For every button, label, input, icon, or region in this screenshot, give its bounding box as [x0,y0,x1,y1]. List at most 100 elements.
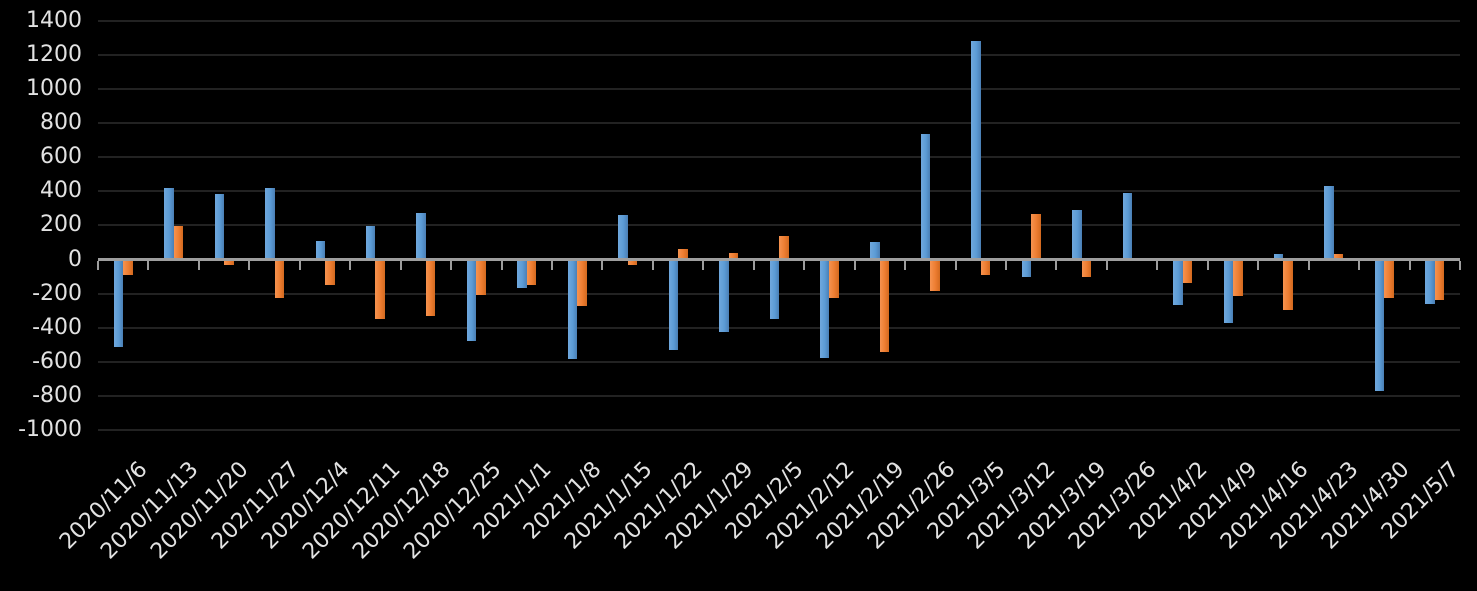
gridline [98,429,1460,432]
x-axis-tick [1257,261,1260,270]
x-axis-tick [752,261,755,270]
y-axis-tick-label: 1200 [26,41,82,67]
x-axis-tick [702,261,705,270]
x-axis-tick [147,261,150,270]
y-axis-tick-label: -400 [32,314,82,340]
gridline [98,156,1460,159]
bar-series-1 [1324,186,1334,260]
bar-series-1 [1072,210,1082,260]
bar-series-1 [315,240,325,260]
x-axis-tick [601,261,604,270]
x-axis-tick [1105,261,1108,270]
x-axis-tick [1358,261,1361,270]
bar-series-1 [214,193,225,260]
y-axis-tick-label: 600 [40,144,82,170]
y-axis-tick-label: 200 [40,212,82,238]
x-axis-tick [450,261,453,270]
bar-series-1 [1223,259,1233,323]
bar-series-2 [627,259,638,265]
bar-series-2 [325,259,335,286]
bar-series-2 [779,235,789,260]
x-axis-tick [248,261,251,270]
bar-series-1 [1425,259,1435,304]
bar-series-2 [173,226,184,260]
bar-series-2 [224,259,234,265]
x-axis-tick [1307,261,1310,270]
x-axis-tick [651,261,654,270]
bar-series-2 [930,259,940,292]
bar-series-2 [425,259,436,316]
bar-series-1 [113,259,124,348]
bar-series-2 [375,259,385,320]
gridline [98,87,1460,90]
bar-series-2 [678,249,688,260]
bar-series-1 [618,215,628,260]
bar-series-1 [1021,259,1032,278]
bar-series-2 [980,259,991,275]
bar-series-1 [1173,259,1183,305]
bar-series-1 [517,259,527,288]
x-axis-tick [904,261,907,270]
bar-series-1 [567,259,578,360]
x-axis-tick [349,261,352,270]
gridline [98,360,1460,363]
bar-series-2 [577,259,587,307]
gridline [98,53,1460,56]
bar-series-1 [719,259,729,332]
bar-series-1 [164,187,174,260]
bar-series-1 [466,259,477,342]
x-axis-tick [853,261,856,270]
x-axis-tick [551,261,553,270]
y-axis-tick-label: -600 [32,348,82,374]
bar-series-2 [1182,259,1193,283]
y-axis-tick-label: 1000 [26,75,82,101]
x-axis-tick [97,261,99,270]
bar-series-2 [1081,259,1092,277]
x-axis-tick [1459,261,1461,270]
bar-series-2 [1384,259,1394,298]
gridline [98,326,1460,329]
gridline [98,394,1460,397]
bar-series-1 [819,259,830,359]
bar-series-2 [1283,259,1293,310]
bar-series-1 [1122,192,1133,260]
bar-series-1 [365,226,376,260]
bar-series-2 [1434,259,1445,301]
bar-series-2 [1233,259,1243,297]
bar-series-1 [668,259,679,350]
bar-series-1 [920,134,931,260]
x-axis-tick [1005,261,1007,270]
y-axis-tick-label: 800 [40,110,82,136]
bar-series-2 [123,259,133,275]
x-axis-tick [197,261,200,270]
y-axis-tick-label: 1400 [26,7,82,33]
y-axis-tick-label: -800 [32,382,82,408]
x-axis-tick [1206,261,1209,270]
bar-series-1 [265,187,275,260]
x-axis-tick [1408,261,1411,270]
bar-series-1 [971,41,981,260]
bar-series-2 [728,252,739,260]
gridline [98,190,1460,193]
bar-series-1 [1273,253,1284,260]
x-axis-tick [803,261,806,270]
x-axis-tick [954,261,957,270]
bar-series-2 [829,259,839,298]
y-axis-tick-label: -1000 [18,417,82,443]
bar-series-1 [870,242,880,260]
bar-series-1 [769,259,779,320]
gridline [98,19,1460,22]
bar-series-2 [1333,254,1344,260]
bar-series-1 [1374,259,1385,391]
x-axis-tick [1055,261,1058,270]
bar-series-2 [476,259,486,296]
y-axis-tick-label: 0 [68,246,82,272]
gridline [98,224,1460,227]
y-axis-tick-label: -200 [32,280,82,306]
gridline [98,122,1460,125]
bar-series-2 [274,259,285,298]
gridline [98,292,1460,295]
bar-series-1 [416,213,426,260]
bar-series-2 [879,259,890,353]
